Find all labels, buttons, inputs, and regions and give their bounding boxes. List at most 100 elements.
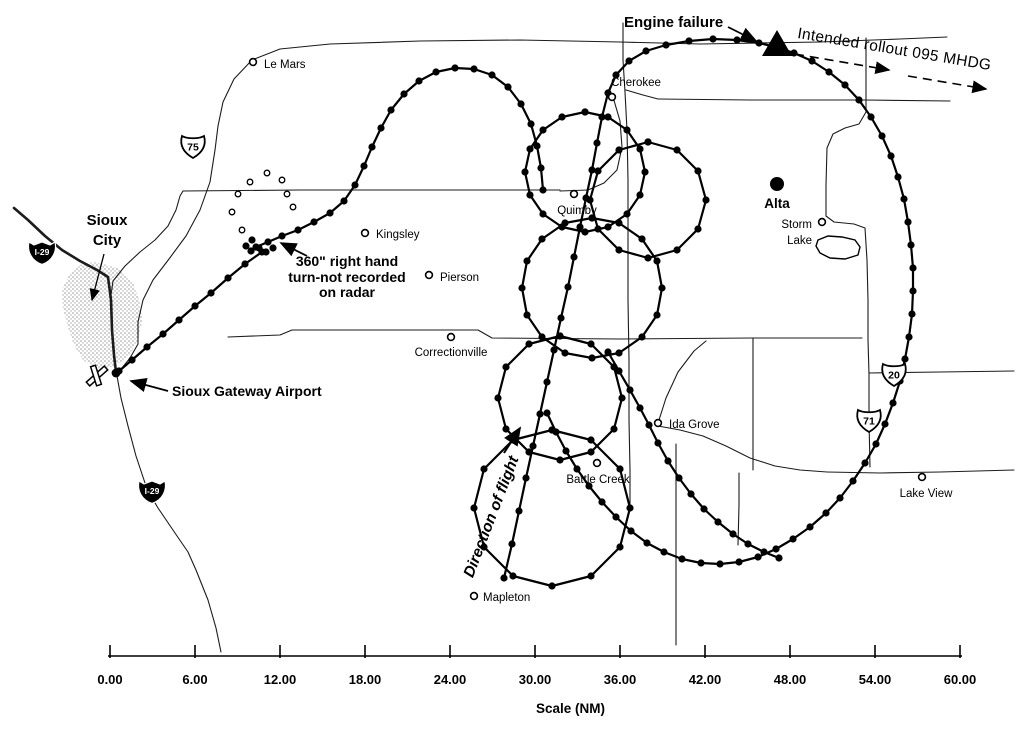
radar-return-dot [697, 559, 705, 567]
turn-note-arrow [279, 242, 308, 257]
radar-return-dot [561, 349, 569, 357]
radar-return-dot [861, 459, 869, 467]
radar-return-dot [626, 386, 634, 394]
radar-return-dot [523, 257, 531, 265]
shield-part [27, 241, 57, 266]
radar-return-dot [908, 310, 916, 318]
radar-return-dot [626, 504, 634, 512]
town-marker-alta [770, 177, 784, 191]
radar-return-dot [557, 314, 565, 322]
radar-return-dot [625, 57, 633, 65]
radar-return-dot [806, 523, 814, 531]
radar-return-dot [878, 132, 886, 140]
radar-return-dot [615, 146, 623, 154]
radar-return-dot [735, 558, 743, 566]
road-route-y100 [657, 98, 951, 102]
radar-return-dot [224, 274, 232, 282]
radar-return-dot [310, 218, 318, 226]
radar-return-dot [558, 113, 566, 121]
town-marker-correctionville [446, 332, 456, 342]
radar-return-dot [480, 465, 488, 473]
town-label-pierson: Pierson [440, 272, 479, 284]
radar-return-dot [822, 509, 830, 517]
radar-return-dot [143, 343, 151, 351]
radar-return-dot [159, 330, 167, 338]
flight-path-climb-and-big-loop [502, 37, 915, 579]
engine-failure-label: Engine failure [624, 14, 724, 31]
radar-return-dot [521, 168, 529, 176]
town-marker-ida-grove [653, 418, 663, 428]
radar-return-dot [615, 367, 623, 375]
radar-return-dot [494, 394, 502, 402]
radar-return-dot [548, 582, 556, 590]
road-river-south [116, 375, 222, 653]
scale-tick-label: 18.00 [349, 672, 382, 687]
radar-return-dot [269, 244, 277, 252]
radar-return-dot [644, 138, 652, 146]
flight-path-orbit-east [588, 140, 708, 260]
radar-return-dot [604, 223, 612, 231]
radar-return-dot [526, 145, 534, 153]
radar-return-dot [645, 421, 653, 429]
radar-return-dot [673, 146, 681, 154]
radar-return-dot [570, 253, 578, 261]
radar-return-dot [653, 257, 661, 265]
radar-return-dot [616, 543, 624, 551]
unlabeled-town-marker [278, 176, 286, 184]
road-cherokee-vert [622, 22, 631, 506]
radar-return-dot [685, 37, 693, 45]
radar-return-dot [543, 378, 551, 386]
radar-return-dot [241, 260, 249, 268]
radar-return-dot [836, 494, 844, 502]
radar-return-dot [901, 355, 909, 363]
radar-return-dot [881, 420, 889, 428]
radar-return-dot [539, 186, 547, 194]
flight-path-final-approach [118, 251, 263, 372]
radar-return-dot [855, 96, 863, 104]
unlabeled-town-marker [283, 190, 291, 198]
road-border-top [214, 36, 948, 151]
radar-return-dot [242, 242, 250, 250]
scale-tick-label: 36.00 [604, 672, 637, 687]
radar-return-dot [729, 530, 737, 538]
radar-return-dot [841, 81, 849, 89]
radar-return-dot [849, 477, 857, 485]
sioux-city-arrow [89, 253, 105, 302]
radar-return-dot [470, 504, 478, 512]
radar-return-dot [658, 284, 666, 292]
radar-return-dot [537, 164, 545, 172]
town-label-lake-view: Lake View [900, 488, 954, 500]
shield-part: 75 [187, 142, 199, 154]
radar-return-dot [900, 195, 908, 203]
radar-return-dot [294, 226, 302, 234]
radar-return-dot [909, 287, 917, 295]
radar-return-dot [909, 264, 917, 272]
radar-return-dot [586, 196, 594, 204]
radar-return-dot [278, 232, 286, 240]
turn-note-line3: on radar [318, 284, 375, 300]
radar-return-dot [387, 106, 395, 114]
radar-return-dot [755, 39, 763, 47]
town-marker-battle-creek [592, 458, 602, 468]
radar-return-dot [340, 197, 348, 205]
radar-return-dot [502, 363, 510, 371]
radar-return-dot [191, 302, 199, 310]
radar-return-dot [615, 349, 623, 357]
sioux-city-label: Sioux City [77, 211, 137, 251]
engine-failure-arrow [727, 26, 758, 42]
radar-return-dot [623, 126, 631, 134]
scale-axis-label: Scale (NM) [536, 701, 606, 716]
radar-return-dot [247, 247, 255, 255]
sioux-city-line1: Sioux [86, 212, 128, 229]
shield-part: 71 [863, 416, 875, 428]
radar-return-dot [207, 289, 215, 297]
radar-return-dot [543, 409, 551, 417]
shield-part [856, 408, 882, 434]
radar-return-dot [615, 246, 623, 254]
radar-return-dot [744, 540, 752, 548]
radar-return-dot [556, 456, 564, 464]
radar-return-dot [326, 209, 334, 217]
radar-return-dot [509, 572, 517, 580]
